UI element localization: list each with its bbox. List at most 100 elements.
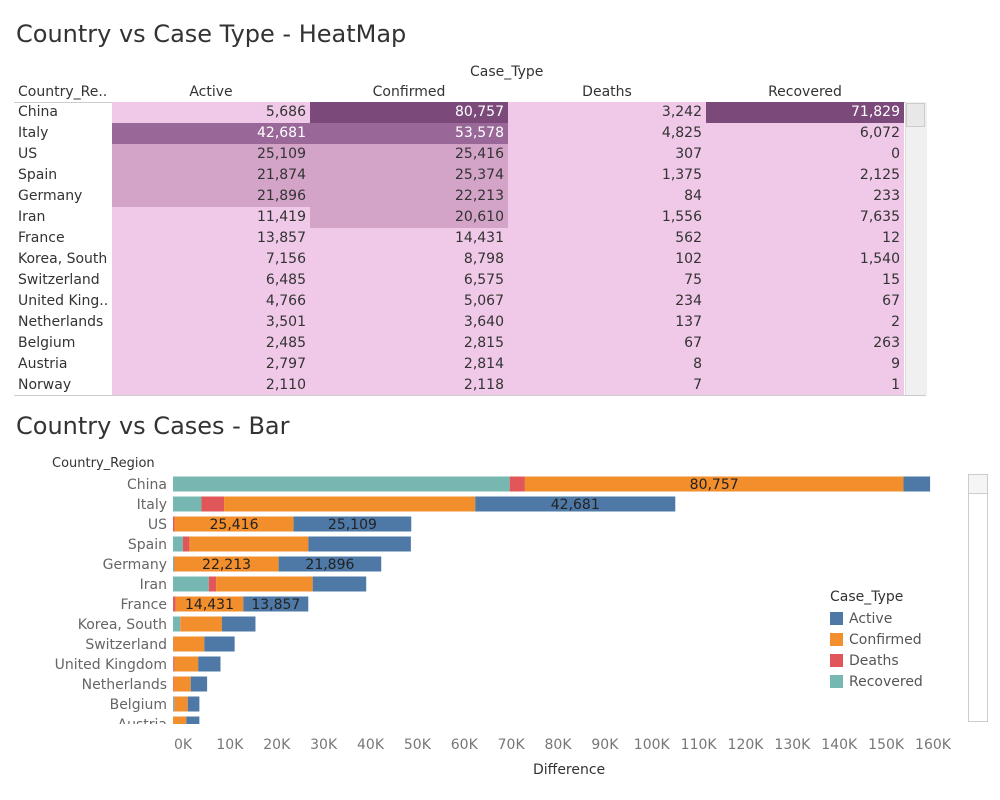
- bar-segment-confirmed[interactable]: [174, 656, 199, 672]
- heatmap-cell[interactable]: 3,640: [310, 312, 508, 333]
- heatmap-cell[interactable]: 1: [706, 375, 904, 396]
- legend-item-active[interactable]: Active: [830, 608, 923, 629]
- heatmap-cell[interactable]: 233: [706, 186, 904, 207]
- heatmap-row-label[interactable]: France: [18, 230, 65, 246]
- bar-segment-confirmed[interactable]: [224, 496, 476, 512]
- heatmap-cell[interactable]: 263: [706, 333, 904, 354]
- bar-segment-confirmed[interactable]: [180, 616, 222, 632]
- bar-segment-active[interactable]: [475, 496, 676, 512]
- heatmap-cell[interactable]: 2,797: [112, 354, 310, 375]
- bar-segment-recovered[interactable]: [173, 496, 202, 512]
- heatmap-cell[interactable]: 25,109: [112, 144, 310, 165]
- bar-segment-confirmed[interactable]: [175, 596, 244, 612]
- heatmap-cell[interactable]: 6,072: [706, 123, 904, 144]
- heatmap-cell[interactable]: 9: [706, 354, 904, 375]
- heatmap-cell[interactable]: 12: [706, 228, 904, 249]
- heatmap-cell[interactable]: 25,374: [310, 165, 508, 186]
- bar-chart-scrollbar-thumb[interactable]: [969, 475, 987, 494]
- heatmap-cell[interactable]: 3,242: [508, 102, 706, 123]
- bar-category-label[interactable]: China: [127, 477, 167, 493]
- bar-segment-confirmed[interactable]: [173, 716, 187, 732]
- bar-segment-deaths[interactable]: [182, 536, 190, 552]
- bar-segment-confirmed[interactable]: [173, 636, 205, 652]
- bar-segment-active[interactable]: [198, 656, 221, 672]
- heatmap-scrollbar-thumb[interactable]: [906, 103, 925, 127]
- heatmap-cell[interactable]: 2,110: [112, 375, 310, 396]
- heatmap-cell[interactable]: 75: [508, 270, 706, 291]
- bar-segment-active[interactable]: [308, 536, 411, 552]
- bar-category-label[interactable]: Spain: [128, 537, 167, 553]
- heatmap-cell[interactable]: 5,686: [112, 102, 310, 123]
- heatmap-cell[interactable]: 53,578: [310, 123, 508, 144]
- heatmap-cell[interactable]: 11,419: [112, 207, 310, 228]
- bar-segment-confirmed[interactable]: [174, 696, 188, 712]
- bar-segment-recovered[interactable]: [173, 476, 510, 492]
- heatmap-cell[interactable]: 14,431: [310, 228, 508, 249]
- heatmap-row-label[interactable]: Austria: [18, 356, 68, 372]
- bar-segment-confirmed[interactable]: [173, 676, 191, 692]
- bar-segment-active[interactable]: [187, 696, 200, 712]
- bar-category-label[interactable]: Netherlands: [82, 677, 167, 693]
- bar-category-label[interactable]: Italy: [137, 497, 167, 513]
- bar-category-label[interactable]: France: [120, 597, 167, 613]
- heatmap-cell[interactable]: 8,798: [310, 249, 508, 270]
- bar-segment-recovered[interactable]: [173, 556, 175, 572]
- legend-item-recovered[interactable]: Recovered: [830, 671, 923, 692]
- heatmap-cell[interactable]: 3,501: [112, 312, 310, 333]
- heatmap-cell[interactable]: 22,213: [310, 186, 508, 207]
- heatmap-cell[interactable]: 7,635: [706, 207, 904, 228]
- bar-segment-active[interactable]: [186, 716, 200, 732]
- heatmap-cell[interactable]: 2,125: [706, 165, 904, 186]
- heatmap-cell[interactable]: 21,874: [112, 165, 310, 186]
- column-header-active[interactable]: Active: [189, 84, 233, 100]
- bar-category-label[interactable]: Belgium: [110, 697, 167, 713]
- heatmap-row-label[interactable]: Belgium: [18, 335, 76, 351]
- heatmap-row-label[interactable]: US: [18, 146, 38, 162]
- bar-segment-active[interactable]: [278, 556, 382, 572]
- bar-segment-active[interactable]: [221, 616, 256, 632]
- bar-segment-confirmed[interactable]: [524, 476, 904, 492]
- bar-segment-active[interactable]: [243, 596, 309, 612]
- bar-segment-active[interactable]: [204, 636, 235, 652]
- heatmap-cell[interactable]: 21,896: [112, 186, 310, 207]
- heatmap-row-label[interactable]: Italy: [18, 125, 49, 141]
- legend-item-deaths[interactable]: Deaths: [830, 650, 923, 671]
- heatmap-cell[interactable]: 2: [706, 312, 904, 333]
- heatmap-cell[interactable]: 5,067: [310, 291, 508, 312]
- bar-chart-scrollbar[interactable]: [968, 474, 988, 722]
- heatmap-cell[interactable]: 307: [508, 144, 706, 165]
- bar-segment-active[interactable]: [312, 576, 367, 592]
- heatmap-cell[interactable]: 80,757: [310, 102, 508, 123]
- heatmap-cell[interactable]: 71,829: [706, 102, 904, 123]
- bar-segment-deaths[interactable]: [201, 496, 225, 512]
- bar-segment-deaths[interactable]: [173, 656, 175, 672]
- heatmap-row-label[interactable]: Netherlands: [18, 314, 104, 330]
- heatmap-cell[interactable]: 20,610: [310, 207, 508, 228]
- bar-category-label[interactable]: Germany: [103, 557, 167, 573]
- heatmap-cell[interactable]: 67: [706, 291, 904, 312]
- heatmap-row-label[interactable]: Germany: [18, 188, 83, 204]
- bar-segment-active[interactable]: [190, 676, 208, 692]
- heatmap-cell[interactable]: 84: [508, 186, 706, 207]
- heatmap-row-label[interactable]: Spain: [18, 167, 58, 183]
- heatmap-cell[interactable]: 4,825: [508, 123, 706, 144]
- bar-segment-deaths[interactable]: [173, 596, 176, 612]
- bar-segment-deaths[interactable]: [509, 476, 525, 492]
- heatmap-cell[interactable]: 102: [508, 249, 706, 270]
- heatmap-row-label[interactable]: Korea, South: [18, 251, 108, 267]
- bar-segment-confirmed[interactable]: [174, 516, 294, 532]
- heatmap-cell[interactable]: 42,681: [112, 123, 310, 144]
- bar-category-label[interactable]: Switzerland: [85, 637, 167, 653]
- bar-segment-active[interactable]: [903, 476, 931, 492]
- heatmap-cell[interactable]: 2,814: [310, 354, 508, 375]
- heatmap-cell[interactable]: 562: [508, 228, 706, 249]
- bar-category-label[interactable]: Korea, South: [78, 617, 167, 633]
- bar-segment-recovered[interactable]: [173, 536, 183, 552]
- heatmap-cell[interactable]: 1,375: [508, 165, 706, 186]
- heatmap-scrollbar[interactable]: [905, 102, 927, 395]
- heatmap-cell[interactable]: 2,118: [310, 375, 508, 396]
- heatmap-cell[interactable]: 2,815: [310, 333, 508, 354]
- heatmap-row-label[interactable]: Iran: [18, 209, 46, 225]
- bar-segment-deaths[interactable]: [173, 516, 175, 532]
- heatmap-cell[interactable]: 0: [706, 144, 904, 165]
